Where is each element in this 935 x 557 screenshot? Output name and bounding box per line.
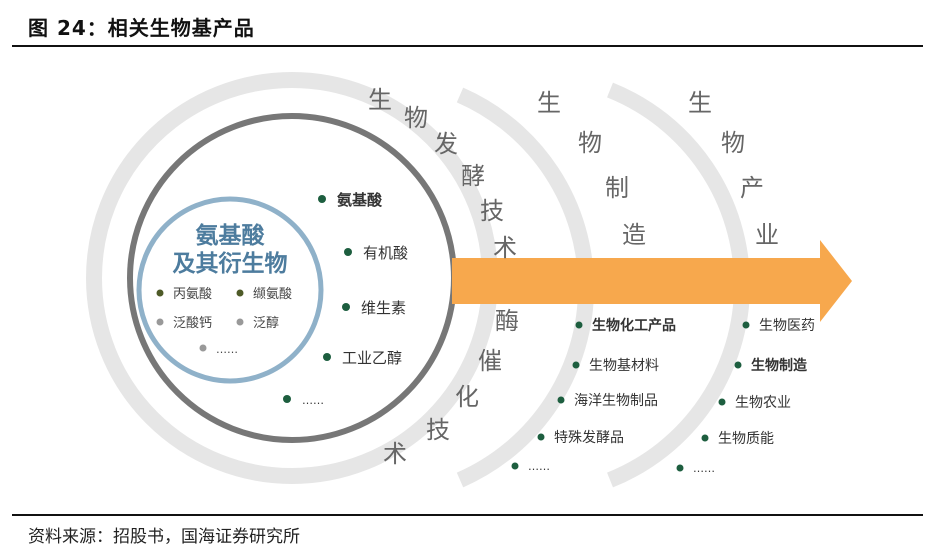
ring2-top-char: 发 — [434, 130, 458, 158]
ring1-item-organic-acid: 有机酸 — [363, 244, 408, 262]
ring1-bullet — [342, 303, 350, 311]
ring2-item-special-fermentation: 特殊发酵品 — [554, 430, 624, 446]
core-circle — [136, 196, 324, 384]
ring3-top-char: 物 — [578, 129, 602, 157]
ring1-bullet — [344, 248, 352, 256]
ring3-item-biomedicine: 生物医药 — [759, 318, 815, 334]
ring3-top-char: 制 — [605, 174, 629, 202]
figure-title: 图 24：相关生物基产品 — [28, 16, 255, 40]
ring1-bullet — [318, 195, 326, 203]
core-item-panthenol: 泛醇 — [253, 315, 279, 331]
core-item-alanine: 丙氨酸 — [173, 287, 212, 302]
source-note: 资料来源：招股书，国海证券研究所 — [28, 527, 300, 547]
ring2-item-biochemical-products: 生物化工产品 — [592, 317, 676, 334]
ring2-top-char: 酵 — [461, 162, 485, 190]
ring3-item-bio-agriculture: 生物农业 — [735, 395, 791, 411]
ring1-item-vitamin: 维生素 — [361, 299, 406, 317]
core-title-line2: 及其衍生物 — [173, 250, 288, 277]
ring3-bullet — [676, 464, 684, 472]
ring3-bullet — [701, 434, 709, 442]
ring3-item-biomanufacturing: 生物制造 — [751, 357, 807, 374]
ring3-bullet — [742, 321, 750, 329]
ring2-bottom-char: 酶 — [495, 307, 519, 335]
ring2-top-char: 术 — [493, 234, 517, 262]
core-bullet — [156, 289, 164, 297]
ring2-bullet — [511, 462, 519, 470]
ring2-bullet — [557, 396, 565, 404]
ring3-top-char: 生 — [537, 89, 561, 117]
ring3-item-biomass-energy: 生物质能 — [718, 431, 774, 447]
ring3-item-more: …… — [693, 462, 715, 475]
core-item-calcium-pantothenate: 泛酸钙 — [173, 316, 212, 331]
core-bullet — [236, 289, 244, 297]
core-bullet — [199, 344, 207, 352]
core-bullet — [156, 318, 164, 326]
ring3-top-char: 造 — [622, 221, 646, 249]
ring1-bullet — [323, 353, 331, 361]
top-rule — [12, 45, 923, 47]
ring3-bullet — [734, 361, 742, 369]
ring1-item-industrial-ethanol: 工业乙醇 — [342, 349, 402, 367]
ring2-top-char: 技 — [480, 197, 504, 225]
ring1-bullet — [283, 395, 291, 403]
core-item-more: …… — [216, 343, 238, 356]
growth-arrow — [452, 240, 852, 322]
ring2-item-bio-based-materials: 生物基材料 — [589, 357, 659, 374]
core-item-valine: 缬氨酸 — [253, 287, 292, 302]
ring2-bullet — [537, 433, 545, 441]
bottom-rule — [12, 514, 923, 516]
ring2-bottom-char: 催 — [478, 347, 502, 375]
ring2-bottom-char: 术 — [383, 440, 407, 468]
ring4-top-char: 物 — [721, 129, 745, 157]
ring2-bottom-char: 化 — [455, 383, 479, 411]
ring2-top-char: 物 — [404, 104, 428, 132]
ring2-bullet — [575, 321, 583, 329]
ring4-top-char: 生 — [688, 89, 712, 117]
ring2-top-char: 生 — [368, 86, 392, 114]
ring2-item-marine-bio-products: 海洋生物制品 — [574, 393, 658, 409]
core-bullet — [236, 318, 244, 326]
ring4-top-char: 产 — [740, 174, 764, 202]
ring2-item-more: …… — [528, 460, 550, 473]
ring3-bullet — [718, 398, 726, 406]
ring2-bullet — [572, 361, 580, 369]
ring4-top-char: 业 — [755, 221, 779, 249]
ring1-item-more: …… — [302, 394, 324, 407]
ring1-item-amino-acid: 氨基酸 — [337, 191, 383, 209]
core-title-line1: 氨基酸 — [196, 222, 266, 249]
ring2-bottom-char: 技 — [426, 416, 450, 444]
